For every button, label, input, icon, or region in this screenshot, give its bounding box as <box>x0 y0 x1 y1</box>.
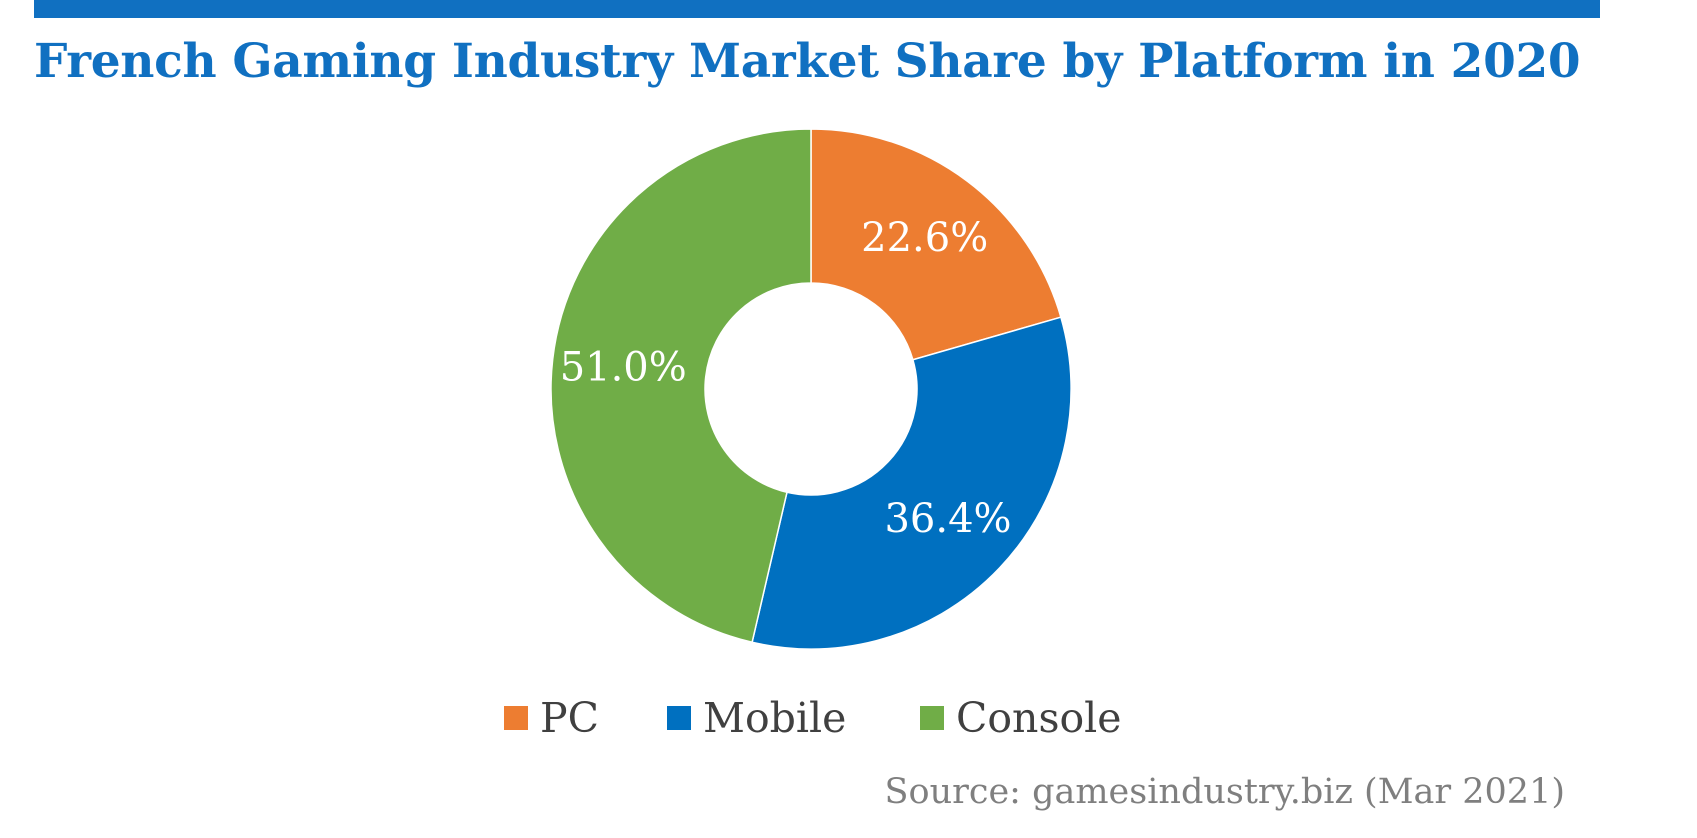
data-label-mobile: 36.4% <box>884 496 1011 542</box>
legend-label-pc: PC <box>540 694 599 742</box>
donut-slice-mobile <box>751 316 1072 650</box>
source-note: Source: gamesindustry.biz (Mar 2021) <box>884 772 1565 812</box>
legend-swatch-pc <box>504 706 528 730</box>
chart-legend: PC Mobile Console <box>0 690 1697 746</box>
donut-slice-console <box>550 128 812 644</box>
legend-item-mobile: Mobile <box>667 690 846 746</box>
legend-label-console: Console <box>956 694 1122 742</box>
legend-swatch-mobile <box>667 706 691 730</box>
legend-item-pc: PC <box>504 690 599 746</box>
legend-label-mobile: Mobile <box>703 694 847 742</box>
top-accent-bar <box>34 0 1600 18</box>
legend-item-console: Console <box>920 690 1122 746</box>
data-label-console: 51.0% <box>560 344 687 390</box>
donut-slices <box>550 128 1072 650</box>
donut-slice-pc <box>810 128 1062 361</box>
donut-data-labels: 22.6% 36.4% 51.0% <box>560 215 1012 542</box>
chart-title: French Gaming Industry Market Share by P… <box>34 34 1581 89</box>
legend-swatch-console <box>920 706 944 730</box>
data-label-pc: 22.6% <box>861 215 988 261</box>
